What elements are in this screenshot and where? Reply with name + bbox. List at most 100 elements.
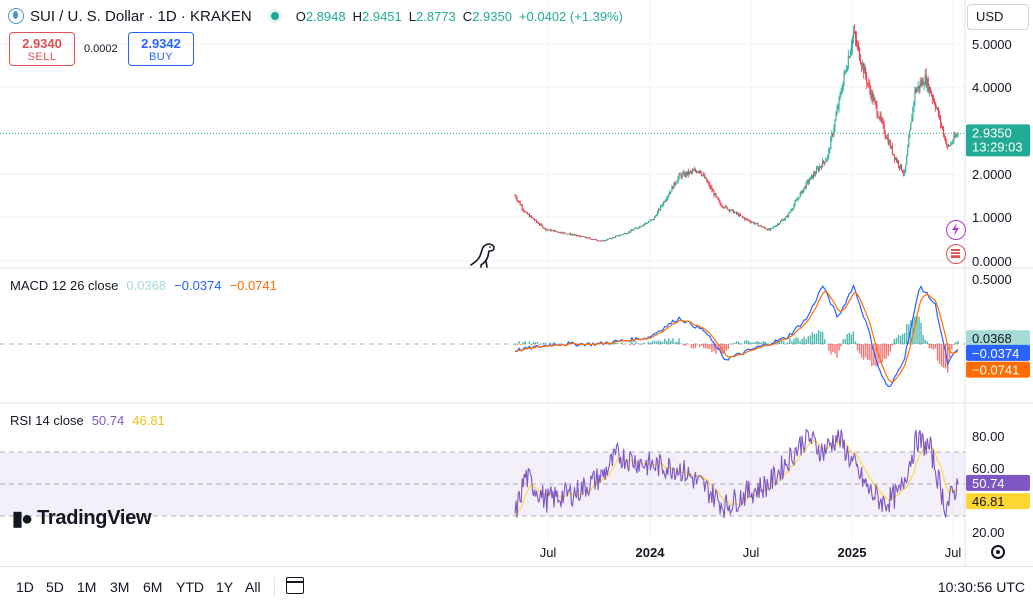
candle-body [913,101,915,108]
range-all-button[interactable]: All [245,579,261,595]
event-lightning-icon[interactable] [946,220,966,240]
candle-body [639,226,641,228]
macd-histogram-bar [858,344,861,354]
candle-body [884,132,886,137]
candle-body [889,141,891,148]
macd-legend-name[interactable]: MACD 12 26 close [10,278,119,293]
calendar-range-icon[interactable] [286,577,304,594]
macd-histogram-bar [877,344,879,366]
macd-histogram-bar [867,344,869,360]
chart-canvas[interactable]: 5.0000 4.0000 2.0000 1.0000 0.0000 0.5000 80.0… [0,0,1033,566]
candle-body [918,85,920,89]
candle-body [920,82,922,86]
candle-body [796,199,798,201]
candle-body [832,133,834,135]
macd-histogram-bar [746,340,748,344]
candle-body [881,119,883,122]
macd-histogram-bar [629,344,631,346]
candle-body [820,166,822,168]
macd-histogram-bar [832,344,834,352]
candle-body [769,228,771,231]
currency-select[interactable]: USD [967,4,1029,30]
macd-histogram-bar [774,339,777,344]
symbol-title[interactable]: SUI / U. S. Dollar · 1D · KRAKEN [30,7,252,25]
range-1y-button[interactable]: 1Y [216,579,234,595]
candle-body [901,164,903,171]
macd-hist-tag-bg [966,330,1030,347]
macd-histogram-bar [809,335,812,344]
macd-histogram-bar [717,344,719,351]
macd-histogram [514,315,959,373]
candle-body [570,234,572,236]
candle-body [728,209,730,212]
macd-histogram-bar [666,340,668,344]
macd-histogram-bar [538,344,541,345]
candle-body [711,187,713,191]
candle-body [714,193,716,196]
candle-body [948,145,950,147]
candle-body [538,222,540,225]
candle-body [896,160,898,162]
tradingview-logo[interactable]: ▮● TradingView [12,506,152,531]
macd-histogram-bar [674,342,676,344]
event-flag-icon[interactable] [946,244,966,264]
candle-body [544,228,546,229]
candle-body [587,237,589,239]
dino-icon[interactable] [469,240,497,268]
candle-body [859,47,861,60]
range-1m-button[interactable]: 1M [77,579,97,595]
macd-histogram-bar [528,341,531,344]
candle-body [827,155,829,160]
macd-histogram-bar [653,340,656,344]
candle-body [517,200,519,202]
macd-histogram-bar [951,344,953,350]
candle-body [584,236,586,238]
candle-body [748,220,750,221]
candle-body [935,107,937,109]
candle-body [610,238,612,240]
candle-body [814,173,816,175]
candle-body [715,193,717,197]
candle-body [807,180,809,183]
candle-body [576,234,578,236]
macd-histogram-bar [897,335,900,344]
candle-body [530,215,532,218]
candle-body [839,93,841,98]
sell-button[interactable]: 2.9340 SELL [9,32,75,66]
rsi-ma-tag: 46.81 [972,494,1005,509]
candle-body [802,189,804,193]
macd-histogram-bar [522,342,524,344]
candle-body [850,46,852,52]
price-candles [514,24,959,243]
candle-body [668,194,670,197]
candle-body [936,107,938,109]
grid-lines [0,0,965,540]
macd-histogram-bar [912,317,914,344]
range-6m-button[interactable]: 6M [143,579,163,595]
macd-histogram-bar [764,341,766,344]
candle-body [605,240,607,242]
candle-body [882,121,884,125]
candle-body [876,105,878,115]
range-5d-button[interactable]: 5D [46,579,64,595]
candle-body [787,216,789,217]
range-ytd-button[interactable]: YTD [176,579,204,595]
macd-histogram-bar [700,344,703,346]
candle-body [572,234,574,236]
rsi-legend-name[interactable]: RSI 14 close [10,413,84,428]
utc-clock[interactable]: 10:30:56 UTC [937,579,1025,595]
candle-body [704,174,706,179]
buy-button[interactable]: 2.9342 BUY [128,32,194,66]
range-3m-button[interactable]: 3M [110,579,130,595]
candle-body [677,177,679,182]
candle-body [910,122,912,131]
settings-icon[interactable] [991,545,1005,559]
candle-body [871,92,873,98]
macd-signal-line [514,291,959,383]
candle-body [954,135,956,138]
range-1d-button[interactable]: 1D [16,579,34,595]
candle-body [792,208,794,210]
candle-body [860,59,862,64]
candle-body [630,229,632,232]
candle-body [868,83,870,85]
